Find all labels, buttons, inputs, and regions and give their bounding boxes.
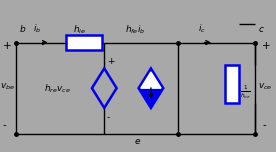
Text: $h_{ie}$: $h_{ie}$: [73, 24, 86, 36]
Text: $b$: $b$: [19, 23, 26, 34]
Text: $v_{ce}$: $v_{ce}$: [258, 81, 272, 92]
Polygon shape: [141, 72, 161, 88]
Text: $e$: $e$: [134, 137, 142, 146]
Text: -: -: [107, 113, 110, 122]
Text: $h_{re}v_{ce}$: $h_{re}v_{ce}$: [44, 82, 71, 95]
Bar: [225, 65, 239, 103]
Text: $i_b$: $i_b$: [33, 23, 41, 35]
Polygon shape: [92, 68, 117, 108]
Text: +: +: [107, 57, 115, 66]
Text: $i_c$: $i_c$: [198, 23, 206, 35]
Text: +: +: [3, 41, 11, 51]
Text: $\frac{1}{h_{oe}}$: $\frac{1}{h_{oe}}$: [240, 84, 251, 101]
Text: $v_{be}$: $v_{be}$: [0, 81, 15, 92]
Text: $h_{fe}i_b$: $h_{fe}i_b$: [125, 24, 145, 36]
Text: +: +: [262, 41, 271, 51]
Bar: [66, 35, 102, 50]
Text: -: -: [262, 120, 266, 130]
Text: $c$: $c$: [258, 25, 265, 34]
Polygon shape: [139, 68, 163, 108]
Text: -: -: [3, 120, 7, 130]
